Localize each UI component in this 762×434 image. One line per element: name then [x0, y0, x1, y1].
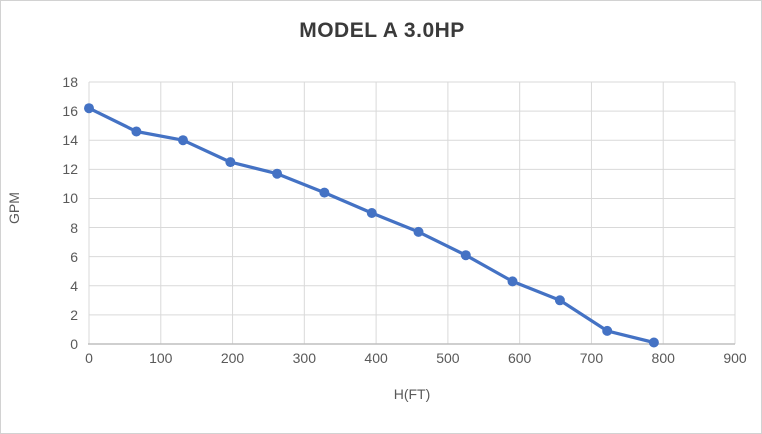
- data-point-marker: [648, 337, 659, 348]
- data-point-marker: [84, 103, 94, 114]
- data-point-marker: [413, 226, 424, 237]
- data-point-marker: [272, 168, 283, 179]
- x-tick-label: 200: [220, 350, 245, 366]
- x-tick-label: 0: [85, 350, 93, 366]
- data-point-marker: [225, 157, 236, 168]
- chart-title: MODEL A 3.0HP: [299, 19, 465, 42]
- data-point-marker: [366, 208, 377, 218]
- y-tick-label: 18: [62, 74, 78, 90]
- y-tick-label: 4: [70, 277, 78, 294]
- x-tick-label: 800: [651, 350, 675, 366]
- x-tick-label: 300: [292, 350, 316, 366]
- y-tick-label: 16: [62, 103, 78, 120]
- data-point-marker: [602, 325, 613, 336]
- y-tick-label: 10: [62, 190, 78, 207]
- y-axis-title: GPM: [6, 192, 22, 224]
- y-tick-label: 0: [70, 336, 78, 352]
- x-tick-label: 100: [149, 350, 173, 366]
- data-point-marker: [507, 276, 518, 287]
- data-point-marker: [460, 250, 471, 261]
- data-point-marker: [319, 187, 330, 198]
- y-tick-label: 12: [62, 161, 78, 178]
- x-tick-label: 500: [436, 350, 460, 366]
- y-tick-label: 2: [70, 306, 78, 323]
- series-line: [87, 106, 656, 345]
- x-axis-title: H(FT): [393, 386, 431, 402]
- data-point-marker: [131, 126, 142, 137]
- data-point-marker: [554, 295, 565, 306]
- x-tick-label: 700: [579, 350, 604, 366]
- x-tick-label: 400: [364, 350, 388, 366]
- x-tick-label: 900: [723, 350, 747, 366]
- y-tick-label: 6: [70, 248, 78, 265]
- y-tick-label: 14: [62, 132, 78, 149]
- data-point-marker: [178, 135, 188, 146]
- y-tick-label: 8: [70, 219, 78, 236]
- x-tick-label: 600: [507, 350, 532, 366]
